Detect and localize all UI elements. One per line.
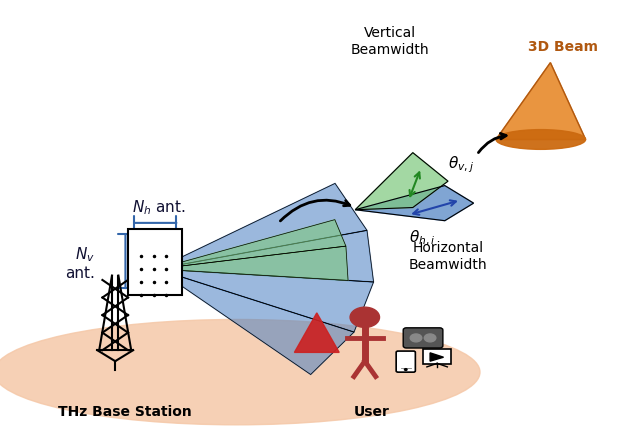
Polygon shape (355, 153, 448, 210)
Text: THz Base Station: THz Base Station (58, 404, 191, 418)
FancyBboxPatch shape (423, 350, 451, 364)
FancyBboxPatch shape (403, 328, 443, 348)
Polygon shape (430, 353, 444, 361)
Text: $N_h$ ant.: $N_h$ ant. (132, 198, 186, 217)
Text: 3D Beam: 3D Beam (528, 39, 598, 53)
Polygon shape (157, 269, 374, 332)
FancyBboxPatch shape (128, 230, 182, 296)
Text: $\theta_{h,i}$: $\theta_{h,i}$ (409, 228, 436, 247)
Ellipse shape (496, 131, 586, 150)
Polygon shape (355, 186, 474, 221)
Text: Horizontal
Beamwidth: Horizontal Beamwidth (409, 241, 487, 271)
Text: Vertical
Beamwidth: Vertical Beamwidth (351, 26, 429, 57)
Polygon shape (157, 269, 354, 374)
Polygon shape (294, 313, 339, 353)
FancyBboxPatch shape (396, 351, 415, 372)
Polygon shape (157, 247, 348, 281)
Polygon shape (496, 64, 586, 140)
Text: $N_v$
ant.: $N_v$ ant. (65, 245, 95, 281)
Polygon shape (157, 184, 367, 269)
Text: User: User (353, 404, 389, 418)
Circle shape (404, 369, 407, 371)
Text: $\theta_{v,j}$: $\theta_{v,j}$ (448, 154, 474, 174)
Polygon shape (157, 220, 346, 269)
Circle shape (424, 334, 436, 342)
Polygon shape (157, 231, 374, 283)
Circle shape (410, 334, 422, 342)
Circle shape (350, 307, 380, 328)
Ellipse shape (0, 320, 480, 425)
